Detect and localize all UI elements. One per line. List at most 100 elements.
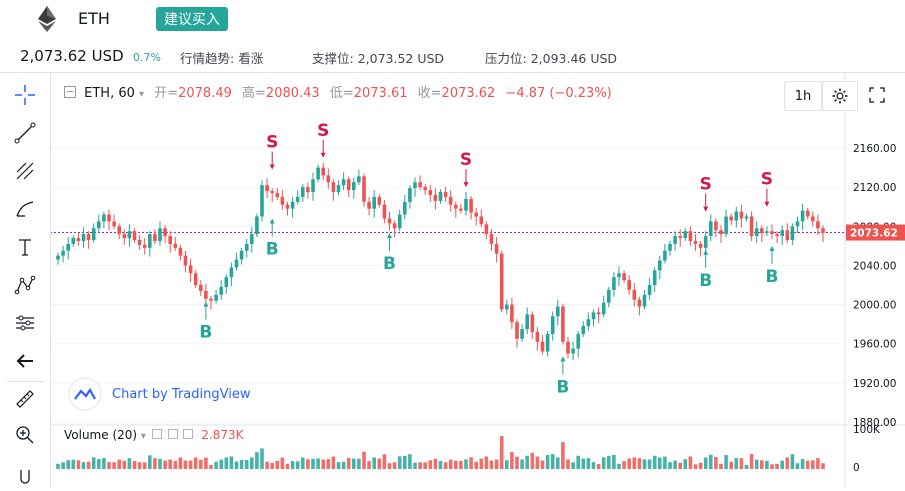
volume-bar <box>173 460 178 469</box>
volume-label[interactable]: Volume (20) <box>64 428 138 442</box>
text-tool[interactable] <box>11 233 39 261</box>
volume-bar <box>295 461 300 469</box>
candle-body <box>795 221 800 227</box>
fullscreen-button[interactable] <box>860 81 894 109</box>
candle-body <box>663 250 667 261</box>
ohlc-legend: ETH, 60 ▾ 开=2078.49 高=2080.43 低=2073.61 … <box>64 82 612 101</box>
candle-body <box>387 218 392 224</box>
settings-button[interactable] <box>822 81 858 111</box>
candle-body <box>173 243 178 248</box>
candle-body <box>86 234 91 240</box>
chart-area: 2160.002120.002080.002040.002000.001960.… <box>0 72 905 488</box>
fib-tool[interactable] <box>11 157 39 185</box>
price-change-percent: 0.7% <box>133 51 161 64</box>
volume-bar <box>739 458 744 469</box>
buy-signal-label: B <box>199 323 212 343</box>
price-tick-label: 2040.00 <box>853 260 896 272</box>
candle-body <box>311 179 315 193</box>
text-icon <box>19 239 31 256</box>
volume-bar <box>418 462 422 469</box>
volume-bar <box>709 454 713 469</box>
candle-body <box>137 239 142 245</box>
zoom-tool[interactable] <box>11 421 39 449</box>
volume-value: 2.873K <box>201 428 244 442</box>
volume-bar <box>805 460 810 469</box>
candle-body <box>668 243 672 251</box>
prediction-tool[interactable] <box>11 309 39 337</box>
candle-body <box>816 221 820 229</box>
collapse-icon[interactable] <box>64 86 76 98</box>
volume-bar <box>311 458 315 469</box>
price-chart[interactable]: 2160.002120.002080.002040.002000.001960.… <box>0 73 905 488</box>
candle-body <box>566 341 570 354</box>
candle-body <box>760 228 764 234</box>
volume-bar <box>199 459 203 469</box>
support-label: 支撑位: <box>312 51 354 66</box>
candle-body <box>805 210 810 217</box>
chevron-down-icon[interactable]: ▾ <box>139 89 145 100</box>
volume-tick-label: 0 <box>853 462 860 474</box>
volume-bar <box>321 459 325 469</box>
eye-icon[interactable] <box>151 429 162 439</box>
volume-bar <box>290 461 295 469</box>
candle-body <box>372 196 376 209</box>
settings-small-icon[interactable] <box>167 429 178 439</box>
buy-arrow-head <box>203 301 209 307</box>
volume-bar <box>785 457 790 469</box>
volume-bar <box>561 442 565 469</box>
sell-arrow-head <box>463 182 469 188</box>
candle-body <box>744 216 749 219</box>
volume-bar <box>91 457 96 469</box>
crosshair-tool[interactable] <box>11 81 39 109</box>
buy-signal-label: B <box>556 377 569 397</box>
resistance-value: 2,093.46 USD <box>530 51 618 66</box>
close-icon[interactable] <box>183 429 194 439</box>
tradingview-watermark[interactable]: Chart by TradingView <box>68 377 250 411</box>
candle-body <box>239 250 244 260</box>
pattern-tool[interactable] <box>11 271 39 299</box>
measure-tool[interactable] <box>11 385 39 413</box>
volume-bar <box>494 459 499 469</box>
volume-bar <box>622 461 626 469</box>
chevron-down-icon[interactable]: ▾ <box>140 431 146 442</box>
candle-body <box>739 211 744 219</box>
volume-bar <box>244 460 249 469</box>
magnet-tool[interactable] <box>11 463 39 491</box>
volume-bar <box>102 458 106 469</box>
trendline-tool[interactable] <box>11 119 39 147</box>
candle-body <box>382 204 387 219</box>
volume-bar <box>744 464 749 469</box>
candle-body <box>678 236 682 239</box>
timeframe-button[interactable]: 1h <box>784 81 822 111</box>
candle-body <box>163 228 167 237</box>
candle-body <box>193 273 198 285</box>
header: ETH 建议买入 2,073.62 USD 0.7% 行情趋势: 看涨 支撑位:… <box>0 0 905 72</box>
volume-bar <box>61 462 65 469</box>
pattern-icon <box>14 275 36 295</box>
back-tool[interactable] <box>11 347 39 375</box>
buy-arrow-head <box>769 245 775 251</box>
sell-signal-label: S <box>317 121 329 141</box>
candle-body <box>418 182 422 188</box>
volume-bar <box>515 456 519 469</box>
symbol-label[interactable]: ETH, 60 <box>84 86 135 101</box>
candle-body <box>775 234 779 237</box>
candle-body <box>617 273 621 278</box>
volume-bar <box>760 460 764 469</box>
volume-bar <box>239 460 244 469</box>
candle-body <box>158 228 162 241</box>
candle-body <box>556 306 560 317</box>
candle-body <box>66 243 70 251</box>
brush-tool[interactable] <box>11 195 39 223</box>
volume-bar <box>607 455 611 469</box>
volume-bar <box>734 458 739 469</box>
volume-bar <box>617 463 621 469</box>
candle-body <box>229 267 234 278</box>
candle-body <box>530 314 535 332</box>
support-stat: 支撑位: 2,073.52 USD <box>312 48 444 67</box>
candle-body <box>464 198 468 211</box>
candle-body <box>428 190 433 195</box>
volume-bar <box>627 458 631 469</box>
candle-body <box>448 196 453 205</box>
volume-bar <box>601 457 606 469</box>
